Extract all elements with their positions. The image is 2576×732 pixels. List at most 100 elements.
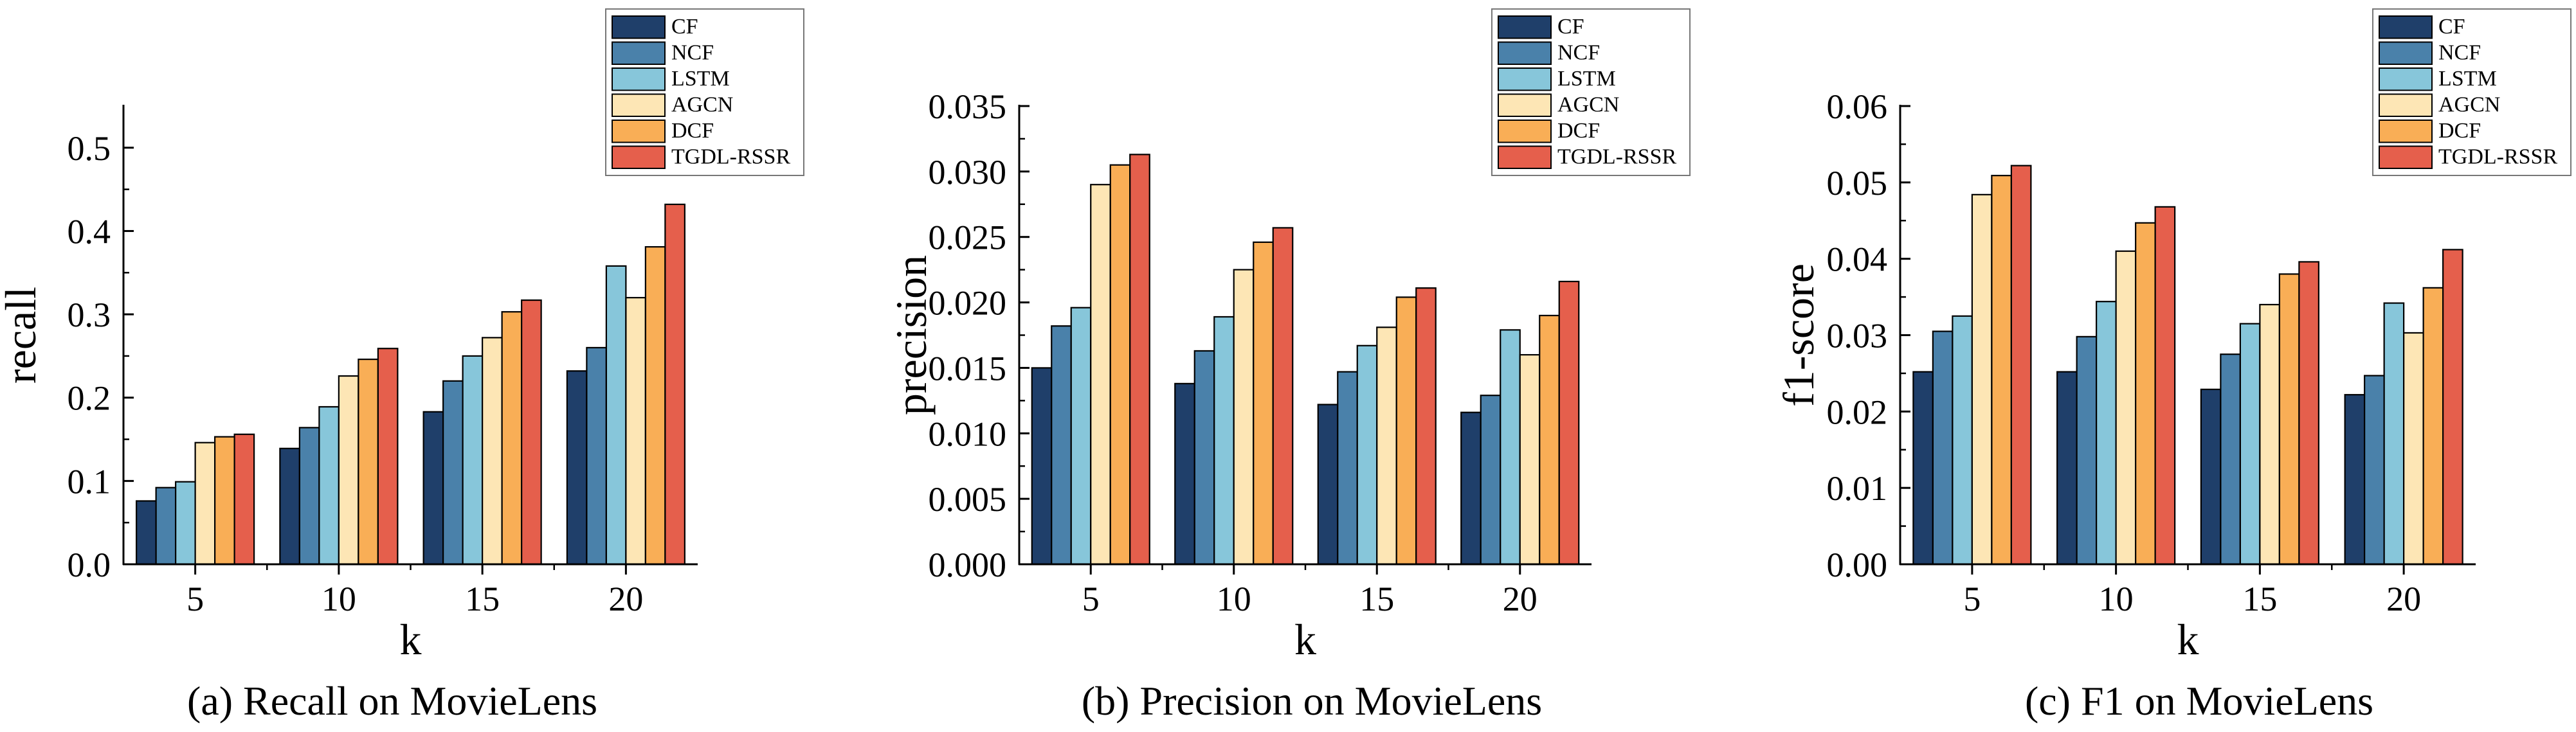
legend-label-lstm: LSTM (1557, 67, 1616, 91)
bar-lstm-k5 (1070, 307, 1092, 566)
y-tick-label: 0.00 (1827, 546, 1888, 584)
legend-swatch-tgdl-rssr (1498, 145, 1552, 169)
x-tick-label: 15 (465, 580, 500, 618)
bar-lstm-k5 (175, 481, 196, 566)
bar-cf-k15 (2200, 388, 2222, 566)
legend-label-ncf: NCF (2438, 41, 2481, 65)
legend-label-tgdl-rssr: TGDL-RSSR (671, 145, 790, 169)
legend-swatch-ncf (1498, 41, 1552, 65)
bar-tgdl-rssr-k5 (233, 433, 255, 566)
bar-cf-k5 (136, 500, 157, 566)
bar-lstm-k5 (1952, 315, 1973, 566)
legend-label-lstm: LSTM (2438, 67, 2497, 91)
bar-tgdl-rssr-k10 (377, 348, 399, 566)
bar-agcn-k20 (2403, 332, 2424, 566)
legend-swatch-agcn (612, 93, 666, 117)
x-tick-label: 20 (2386, 580, 2421, 618)
legend-label-agcn: AGCN (671, 93, 733, 117)
y-tick-label: 0.05 (1827, 164, 1888, 202)
bar-cf-k15 (422, 411, 444, 566)
bar-cf-k10 (279, 447, 300, 566)
bar-cf-k10 (1174, 382, 1195, 566)
x-axis-title: k (400, 615, 422, 664)
y-axis-title: recall (0, 287, 45, 384)
bar-cf-k10 (2056, 371, 2078, 566)
bar-ncf-k10 (2076, 335, 2098, 566)
legend-label-dcf: DCF (2438, 119, 2481, 143)
legend-swatch-ncf (2379, 41, 2433, 65)
y-tick-label: 0.005 (929, 480, 1007, 519)
x-tick-label: 5 (1963, 580, 1981, 618)
x-tick-label: 15 (1359, 580, 1394, 618)
chart-caption: (b) Precision on MovieLens (1082, 678, 1542, 724)
bar-tgdl-rssr-k20 (1558, 280, 1580, 566)
bar-tgdl-rssr-k5 (1129, 154, 1150, 566)
bar-agcn-k10 (2115, 250, 2137, 566)
legend-label-dcf: DCF (1557, 119, 1600, 143)
x-axis-title: k (2177, 615, 2199, 664)
bar-tgdl-rssr-k5 (2010, 165, 2032, 566)
bar-tgdl-rssr-k15 (521, 299, 542, 566)
bar-lstm-k10 (2096, 301, 2117, 566)
y-tick-label: 0.03 (1827, 317, 1888, 355)
x-tick-label: 20 (608, 580, 643, 618)
legend-label-dcf: DCF (671, 119, 714, 143)
bar-lstm-k10 (318, 406, 340, 566)
bar-lstm-k20 (2383, 302, 2405, 566)
x-tick-label: 15 (2242, 580, 2277, 618)
legend-label-cf: CF (671, 15, 698, 39)
bar-ncf-k5 (155, 487, 177, 566)
bar-agcn-k20 (1519, 353, 1541, 566)
legend-swatch-lstm (612, 67, 666, 91)
bar-ncf-k15 (2220, 353, 2241, 566)
bar-cf-k20 (2344, 394, 2366, 566)
bar-dcf-k10 (2135, 222, 2156, 566)
bar-dcf-k5 (1991, 175, 2012, 566)
bar-dcf-k15 (1395, 296, 1417, 566)
bar-cf-k20 (1460, 411, 1482, 566)
x-tick-label: 10 (2099, 580, 2134, 618)
bar-agcn-k5 (1090, 184, 1111, 566)
bar-dcf-k15 (501, 311, 523, 566)
x-tick-label: 20 (1503, 580, 1537, 618)
legend-label-cf: CF (1557, 15, 1584, 39)
bar-ncf-k10 (1193, 350, 1215, 566)
legend-label-ncf: NCF (1557, 41, 1600, 65)
bar-ncf-k5 (1051, 325, 1072, 566)
legend-label-tgdl-rssr: TGDL-RSSR (1557, 145, 1676, 169)
legend-swatch-cf (612, 15, 666, 39)
bar-tgdl-rssr-k20 (2442, 249, 2463, 566)
chart-panel-2: 0.000 0.005 0.010 0.015 0.020 0.025 0.030 0.035… (887, 8, 1691, 724)
y-axis-title: precision (887, 255, 936, 415)
y-tick-label: 0.5 (68, 129, 111, 168)
legend-swatch-lstm (2379, 67, 2433, 91)
x-tick-label: 10 (1217, 580, 1251, 618)
bar-cf-k20 (566, 370, 588, 566)
legend-swatch-agcn (2379, 93, 2433, 117)
bar-cf-k5 (1912, 371, 1934, 566)
bar-ncf-k10 (298, 427, 320, 566)
chart-caption: (c) F1 on MovieLens (2025, 678, 2373, 724)
y-tick-label: 0.3 (68, 296, 111, 334)
legend-label-lstm: LSTM (671, 67, 730, 91)
bar-lstm-k10 (1213, 316, 1235, 566)
legend-label-tgdl-rssr: TGDL-RSSR (2438, 145, 2557, 169)
legend-label-cf: CF (2438, 15, 2465, 39)
bar-agcn-k15 (1376, 326, 1397, 566)
legend-swatch-tgdl-rssr (612, 145, 666, 169)
bar-tgdl-rssr-k10 (1272, 227, 1294, 566)
bar-agcn-k5 (1971, 193, 1993, 566)
bar-ncf-k20 (2364, 375, 2385, 566)
bar-dcf-k15 (2278, 273, 2300, 566)
bar-ncf-k5 (1932, 330, 1954, 566)
y-tick-label: 0.000 (929, 546, 1007, 584)
x-tick-label: 5 (186, 580, 204, 618)
y-tick-label: 0.030 (929, 153, 1007, 192)
legend-swatch-cf (1498, 15, 1552, 39)
bar-tgdl-rssr-k20 (664, 203, 685, 566)
legend-swatch-dcf (612, 120, 666, 143)
bar-dcf-k5 (214, 436, 235, 566)
